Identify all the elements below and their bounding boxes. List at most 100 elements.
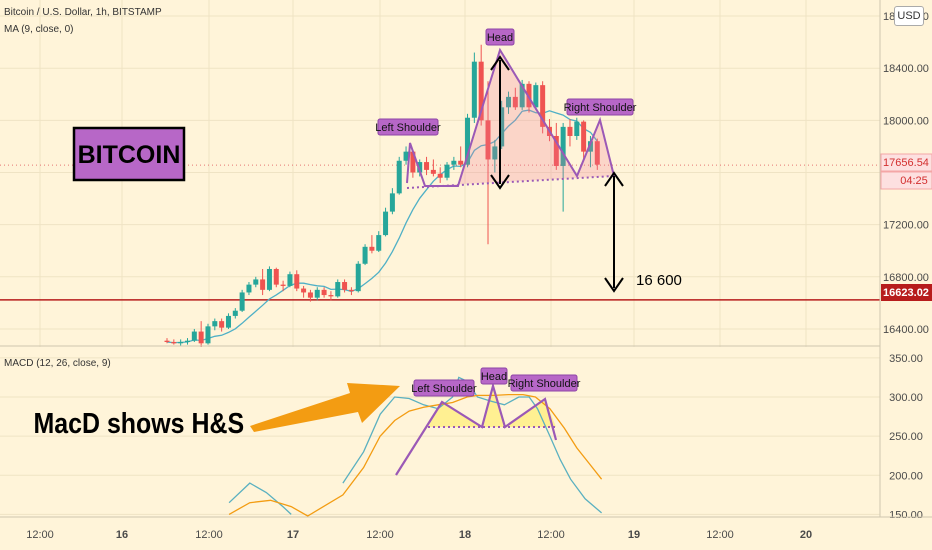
candle-up [314, 289, 320, 298]
candle-up [587, 141, 593, 152]
macd-pane[interactable] [0, 347, 880, 517]
price-axis-bg [880, 0, 932, 517]
macd-note: MacD shows H&S [34, 407, 245, 439]
candle-up [506, 96, 511, 108]
support-price-marker: 16623.02 [881, 284, 932, 301]
time-tick-label: 12:00 [26, 529, 54, 541]
candle-up [560, 126, 566, 166]
candle-up [376, 235, 382, 251]
candle-down [301, 288, 307, 293]
time-tick-label: 12:00 [706, 529, 734, 541]
candle-up [574, 121, 580, 136]
target-arrow-up [604, 171, 624, 187]
macd-pattern-fill [428, 386, 556, 427]
pattern-outline [406, 47, 615, 187]
candle-up [232, 310, 238, 316]
time-tick-label: 12:00 [366, 529, 394, 541]
bitcoin-label-box: BITCOIN [72, 126, 186, 182]
candle-down [273, 268, 279, 285]
candle-down [437, 173, 443, 178]
candle-up [191, 331, 197, 341]
candle-down [430, 169, 436, 174]
chart-title: Bitcoin / U.S. Dollar, 1h, BITSTAMP [4, 7, 162, 18]
candle-down [164, 340, 170, 342]
candle-down [198, 331, 204, 344]
macd-tick-label: 200.00 [889, 470, 923, 482]
candle-down [485, 120, 491, 160]
svg-text:Right Shoulder: Right Shoulder [508, 378, 581, 390]
candle-down [321, 289, 327, 296]
arrow-head-up [490, 55, 510, 71]
candle-up [396, 160, 402, 194]
candle-up [403, 151, 409, 161]
bitcoin-label: BITCOIN [78, 141, 181, 169]
arrow-head-down [490, 174, 510, 190]
candle-up [383, 211, 389, 236]
svg-text:Right Shoulder: Right Shoulder [564, 102, 637, 114]
candle-down [294, 274, 300, 289]
macd-indicator-label[interactable]: MACD (12, 26, close, 9) [4, 358, 111, 369]
candle-down [348, 289, 354, 292]
ma-indicator-label[interactable]: MA (9, close, 0) [4, 24, 73, 35]
candlestick-series [164, 44, 600, 348]
head-tag: Head [485, 28, 515, 46]
candle-down [219, 321, 225, 328]
candle-up [225, 315, 231, 328]
candle-up [451, 160, 457, 165]
candle-up [253, 279, 259, 285]
candle-up [465, 117, 471, 165]
macd-gridlines [0, 357, 880, 515]
price-axis[interactable]: 18800.0018400.0018000.0017600.0017200.00… [879, 0, 932, 521]
candle-up [471, 61, 477, 118]
candle-up [178, 342, 184, 344]
candle-up [335, 282, 341, 297]
macd-head-tag: Head [480, 367, 508, 385]
head-and-shoulders-pattern [406, 47, 624, 293]
candle-up [266, 268, 272, 290]
candle-up [212, 321, 218, 327]
candle-down [458, 160, 464, 165]
candle-down [594, 141, 600, 165]
macd-line [228, 376, 603, 515]
candle-down [581, 121, 587, 152]
candle-down [260, 279, 266, 290]
candle-up [362, 246, 368, 264]
candle-down [540, 85, 546, 127]
right-shoulder-tag: Right Shoulder [564, 98, 637, 116]
candle-up [389, 193, 395, 212]
price-tick-label: 17200.00 [883, 220, 929, 232]
candle-up [492, 146, 498, 160]
svg-text:Left Shoulder: Left Shoulder [375, 122, 441, 134]
macd-pattern-fill [428, 386, 556, 427]
candle-down [567, 126, 573, 136]
candle-up [417, 162, 423, 173]
candle-up [287, 274, 293, 286]
candle-up [246, 284, 252, 293]
time-tick-label: 17 [287, 529, 299, 541]
price-tick-label: 18400.00 [883, 63, 929, 75]
candle-down [328, 295, 334, 297]
time-tick-label: 12:00 [537, 529, 565, 541]
macd-right-shoulder-tag: Right Shoulder [508, 374, 581, 392]
countdown: 04:25 [900, 175, 928, 187]
time-tick-label: 16 [116, 529, 128, 541]
currency-button[interactable]: USD [894, 6, 924, 26]
svg-text:16623.02: 16623.02 [883, 287, 929, 299]
candle-up [184, 340, 190, 342]
candle-up [205, 326, 211, 344]
svg-text:Left Shoulder: Left Shoulder [411, 383, 477, 395]
time-axis[interactable]: 12:00 16 12:00 17 12:00 18 12:00 19 12:00 20 [0, 516, 932, 550]
target-arrow-down [604, 277, 624, 293]
candle-down [280, 284, 286, 286]
candle-up [355, 263, 361, 292]
candle-down [553, 135, 559, 166]
macd-pane-bg [0, 347, 880, 517]
candle-down [342, 282, 348, 290]
svg-text:Head: Head [481, 371, 507, 383]
ma-line [166, 109, 598, 344]
candle-down [512, 96, 518, 108]
macd-tick-label: 350.00 [889, 353, 923, 365]
time-tick-label: 19 [628, 529, 640, 541]
orange-arrow [250, 383, 400, 432]
